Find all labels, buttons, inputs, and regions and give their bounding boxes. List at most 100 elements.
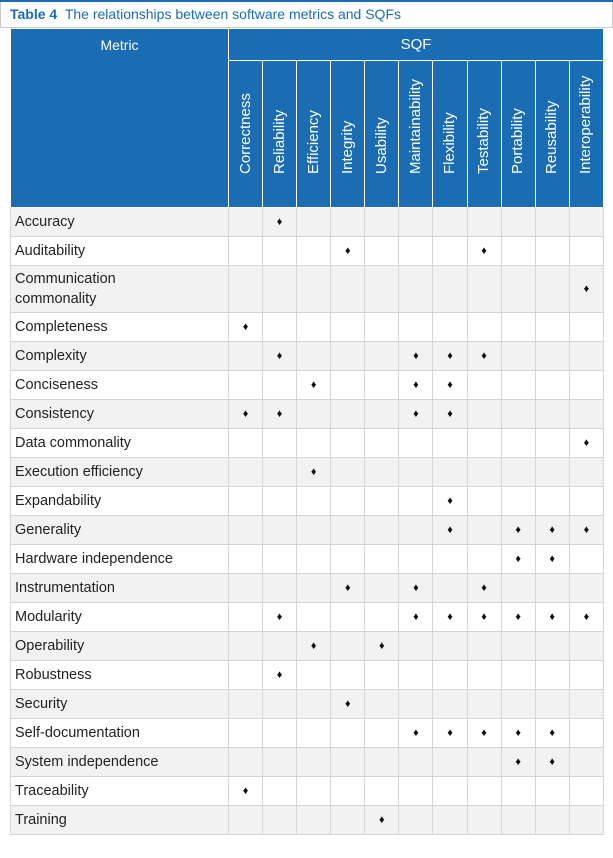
relationship-marker: ♦ [568,602,605,632]
empty-cell [432,689,468,719]
relationship-marker: ♦ [534,718,570,748]
empty-cell [227,236,264,266]
empty-cell [227,486,264,516]
empty-cell [500,312,536,342]
empty-cell [330,457,366,487]
empty-cell [296,265,332,313]
empty-cell [466,805,502,835]
empty-cell [398,805,434,835]
relationship-marker: ♦ [364,631,400,661]
empty-cell [534,631,570,661]
empty-cell [227,457,264,487]
empty-cell [534,805,570,835]
metric-name-cell: Hardware independence [10,544,229,574]
empty-cell [330,515,366,545]
relationship-marker: ♦ [534,747,570,777]
empty-cell [568,805,605,835]
empty-cell [568,573,605,603]
empty-cell [296,776,332,806]
metric-name-cell: Accuracy [10,207,229,237]
empty-cell [432,631,468,661]
relationship-marker: ♦ [432,515,468,545]
relationship-marker: ♦ [534,515,570,545]
relationship-marker: ♦ [568,428,605,458]
empty-cell [262,370,298,400]
factor-header-flexibility: Flexibility [432,60,468,208]
header-row-top: Metric SQF [10,28,604,208]
empty-cell [330,370,366,400]
relationship-marker: ♦ [398,573,434,603]
factor-header-testability: Testability [466,60,502,208]
empty-cell [466,428,502,458]
empty-cell [466,207,502,237]
empty-cell [364,718,400,748]
empty-cell [330,312,366,342]
empty-cell [500,265,536,313]
empty-cell [466,265,502,313]
metric-column-header: Metric [10,28,229,208]
relationship-marker: ♦ [432,341,468,371]
empty-cell [296,805,332,835]
empty-cell [227,370,264,400]
sqf-group-header: SQF [228,28,604,61]
relationship-marker: ♦ [568,265,605,313]
empty-cell [500,631,536,661]
empty-cell [398,747,434,777]
relationship-marker: ♦ [227,312,264,342]
empty-cell [262,486,298,516]
factor-header-row: Correctness Reliability Efficiency Integ… [11,60,605,208]
empty-cell [262,689,298,719]
empty-cell [262,631,298,661]
empty-cell [364,515,400,545]
relationship-marker: ♦ [466,573,502,603]
factor-header-interoperability: Interoperability [568,60,605,208]
relationship-marker: ♦ [262,399,298,429]
empty-cell [466,544,502,574]
table-row: Communication commonality ♦ [10,265,605,313]
relationship-marker: ♦ [534,602,570,632]
empty-cell [330,718,366,748]
factor-header-efficiency: Efficiency [296,60,332,208]
empty-cell [466,515,502,545]
relationship-marker: ♦ [500,544,536,574]
table-row: Execution efficiency ♦ [10,457,605,487]
metric-name-cell: Complexity [10,341,229,371]
metric-name-cell: Communication commonality [10,265,229,313]
table-caption-label: Table 4 [10,6,58,22]
relationship-marker: ♦ [227,399,264,429]
empty-cell [500,689,536,719]
empty-cell [534,573,570,603]
empty-cell [432,265,468,313]
relationship-marker: ♦ [466,718,502,748]
empty-cell [500,660,536,690]
empty-cell [296,312,332,342]
empty-cell [432,428,468,458]
empty-cell [227,660,264,690]
table-row: Operability ♦ ♦ [10,631,605,661]
table-row: Training ♦ [10,805,605,835]
empty-cell [432,236,468,266]
metric-name-cell: Conciseness [10,370,229,400]
empty-cell [364,457,400,487]
table-row: System independence ♦ ♦ [10,747,605,777]
empty-cell [262,236,298,266]
empty-cell [227,515,264,545]
empty-cell [534,236,570,266]
empty-cell [296,399,332,429]
metric-name-cell: Consistency [10,399,229,429]
empty-cell [568,341,605,371]
relationship-marker: ♦ [432,370,468,400]
empty-cell [466,776,502,806]
empty-cell [466,370,502,400]
empty-cell [227,544,264,574]
empty-cell [364,399,400,429]
empty-cell [330,486,366,516]
empty-cell [330,544,366,574]
empty-cell [296,573,332,603]
table-row: Completeness ♦ [10,312,605,342]
empty-cell [296,515,332,545]
factor-header-maintainability: Maintainability [398,60,434,208]
empty-cell [364,602,400,632]
empty-cell [466,631,502,661]
relationship-marker: ♦ [568,515,605,545]
